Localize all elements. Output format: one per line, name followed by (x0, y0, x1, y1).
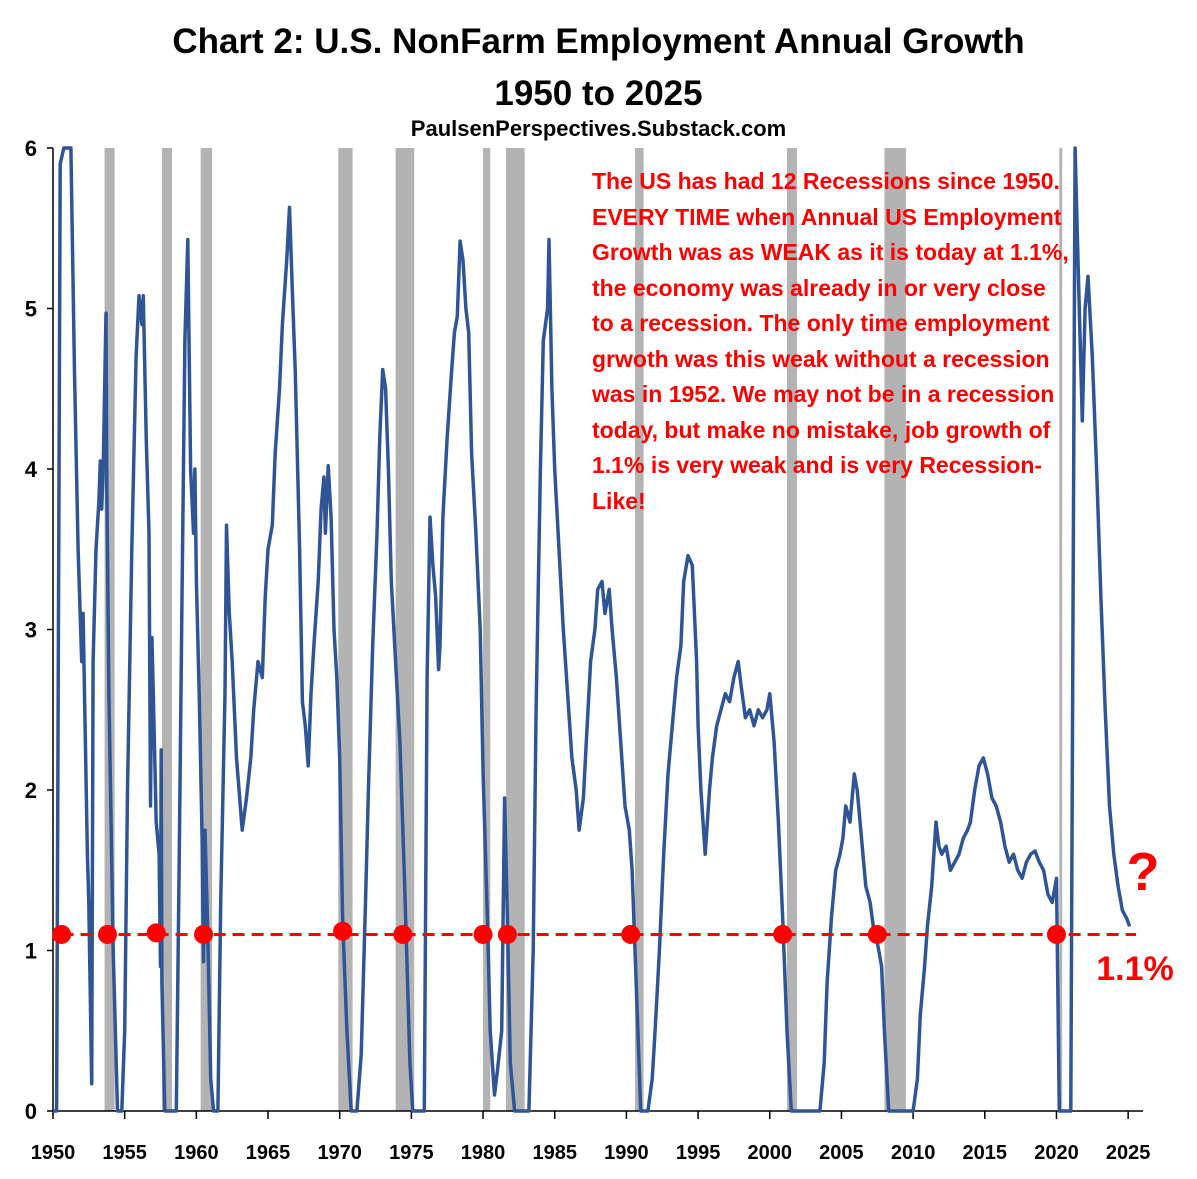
recession-marker (773, 924, 793, 944)
question-mark: ? (1127, 842, 1160, 902)
recession-marker (1046, 924, 1066, 944)
recession-band (884, 148, 906, 1111)
recession-marker (333, 921, 353, 941)
recession-band (505, 148, 525, 1111)
x-tick-label: 1975 (389, 1142, 434, 1164)
y-tick-label: 0 (25, 1099, 37, 1124)
chart-subtitle: PaulsenPerspectives.Substack.com (410, 116, 787, 141)
x-tick-label: 1965 (246, 1142, 291, 1164)
x-tick-label: 1985 (532, 1142, 577, 1164)
y-tick-label: 6 (25, 136, 37, 161)
recession-marker (473, 924, 493, 944)
recession-marker (146, 923, 166, 943)
x-tick-label: 1960 (174, 1142, 219, 1164)
recession-marker (867, 924, 887, 944)
x-tick-label: 2025 (1106, 1142, 1151, 1164)
series-line (53, 146, 1132, 1113)
x-tick-label: 1995 (676, 1142, 721, 1164)
recession-marker (97, 924, 117, 944)
x-tick-label: 1955 (102, 1142, 147, 1164)
x-tick-label: 1980 (461, 1142, 506, 1164)
recession-marker (393, 924, 413, 944)
x-tick-label: 1990 (604, 1142, 649, 1164)
chart-title-line1: Chart 2: U.S. NonFarm Employment Annual … (172, 22, 1025, 61)
recession-band (161, 148, 172, 1111)
y-tick-label: 3 (25, 618, 37, 643)
recession-marker (52, 924, 72, 944)
x-tick-label: 1970 (317, 1142, 362, 1164)
x-tick-label: 2000 (748, 1142, 793, 1164)
recession-band (1059, 148, 1063, 1111)
y-tick-label: 5 (25, 297, 37, 322)
recession-band (200, 148, 213, 1111)
x-tick-label: 2010 (891, 1142, 936, 1164)
recession-marker (497, 924, 517, 944)
y-tick-label: 2 (25, 778, 37, 803)
x-tick-label: 2015 (963, 1142, 1008, 1164)
y-tick-label: 1 (25, 939, 37, 964)
current-value-label: 1.1% (1096, 950, 1174, 988)
chart-title-line2: 1950 to 2025 (494, 74, 703, 113)
x-tick-label: 1950 (31, 1142, 76, 1164)
x-tick-label: 2005 (819, 1142, 864, 1164)
recession-band (635, 148, 644, 1111)
y-tick-label: 4 (25, 457, 38, 482)
annotation-text: The US has had 12 Recessions since 1950.… (592, 168, 1069, 514)
threshold-layer (52, 921, 1136, 944)
recession-band (483, 148, 491, 1111)
series-layer (53, 146, 1132, 1113)
recession-band (395, 148, 415, 1111)
x-tick-label: 2020 (1034, 1142, 1079, 1164)
recession-marker (621, 924, 641, 944)
recession-band (786, 148, 797, 1111)
axes: 0 1 2 3 4 5 6 1950 1955 1960 1965 1970 1975 1980 1985 1… (25, 136, 1151, 1164)
recession-marker (194, 924, 214, 944)
